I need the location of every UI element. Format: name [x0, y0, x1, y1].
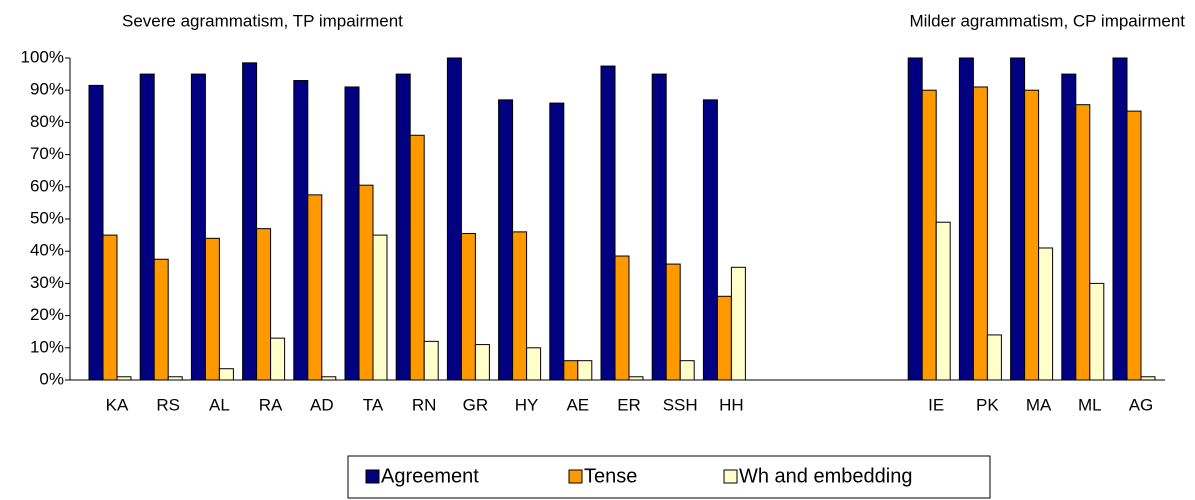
y-tick-label: 30% — [30, 273, 64, 292]
bar — [293, 80, 309, 381]
x-tick-label: TA — [363, 395, 384, 414]
bar — [218, 368, 234, 381]
bar — [986, 334, 1002, 381]
bar — [446, 57, 462, 381]
bar — [679, 360, 695, 381]
bar — [358, 184, 374, 381]
bar — [256, 228, 272, 381]
bar — [526, 347, 542, 381]
legend-label: Agreement — [381, 465, 479, 487]
bar — [1112, 57, 1128, 381]
x-tick-label: RS — [156, 395, 180, 414]
x-tick-label: AG — [1129, 395, 1154, 414]
bar — [242, 62, 258, 381]
x-tick-label: AL — [209, 395, 230, 414]
bar — [102, 234, 118, 381]
bar — [907, 57, 923, 381]
bar — [498, 99, 514, 381]
bar — [1024, 89, 1040, 381]
bar — [921, 89, 937, 381]
bar — [372, 234, 388, 381]
x-tick-label: MA — [1026, 395, 1052, 414]
legend-swatch — [365, 469, 380, 484]
bar — [344, 86, 360, 381]
y-tick-label: 40% — [30, 241, 64, 260]
x-tick-label: SSH — [663, 395, 698, 414]
bar — [204, 237, 220, 381]
y-tick-label: 90% — [30, 80, 64, 99]
x-tick-label: PK — [976, 395, 999, 414]
bar — [153, 258, 169, 381]
bar — [409, 134, 425, 381]
annotation: Severe agrammatism, TP impairment — [122, 11, 403, 30]
bar — [665, 263, 681, 381]
x-tick-label: ER — [617, 395, 641, 414]
bar — [958, 57, 974, 381]
bar — [651, 73, 667, 381]
legend-label: Tense — [584, 465, 637, 487]
bar — [474, 344, 490, 381]
bar — [512, 231, 528, 381]
x-tick-label: HY — [515, 395, 539, 414]
bar — [614, 255, 630, 381]
bar — [270, 337, 286, 381]
legend-swatch — [723, 469, 738, 484]
y-tick-label: 0% — [39, 369, 64, 388]
y-tick-label: 70% — [30, 144, 64, 163]
bar — [600, 65, 616, 381]
legend-swatch — [568, 469, 583, 484]
bar — [1010, 57, 1026, 381]
bar — [88, 84, 104, 381]
bar — [1038, 247, 1054, 381]
x-tick-label: RN — [412, 395, 437, 414]
annotation: Milder agrammatism, CP impairment — [909, 11, 1185, 30]
bar — [972, 86, 988, 381]
bar — [190, 73, 206, 381]
x-tick-label: RA — [259, 395, 283, 414]
x-tick-label: AE — [566, 395, 589, 414]
y-tick-label: 10% — [30, 337, 64, 356]
x-tick-label: IE — [928, 395, 944, 414]
bar — [563, 360, 579, 381]
y-tick-label: 60% — [30, 176, 64, 195]
bar — [549, 102, 565, 381]
legend-box — [347, 455, 991, 499]
bar — [460, 232, 476, 381]
y-tick-label: 80% — [30, 112, 64, 131]
bar — [730, 266, 746, 381]
bar — [1061, 73, 1077, 381]
bar — [395, 73, 411, 381]
x-tick-label: KA — [106, 395, 129, 414]
bar — [1126, 110, 1142, 381]
bar — [139, 73, 155, 381]
y-tick-label: 50% — [30, 208, 64, 227]
x-tick-label: ML — [1078, 395, 1102, 414]
x-tick-label: GR — [463, 395, 489, 414]
bar — [702, 99, 718, 381]
bar — [1075, 104, 1091, 381]
x-tick-label: AD — [310, 395, 334, 414]
bar — [1089, 282, 1105, 381]
bar — [423, 340, 439, 381]
bar — [577, 360, 593, 381]
y-tick-label: 100% — [21, 47, 64, 66]
bar — [307, 194, 323, 381]
bar — [716, 295, 732, 381]
legend-label: Wh and embedding — [739, 465, 912, 487]
x-tick-label: HH — [719, 395, 744, 414]
bar — [935, 221, 951, 381]
y-tick-label: 20% — [30, 305, 64, 324]
